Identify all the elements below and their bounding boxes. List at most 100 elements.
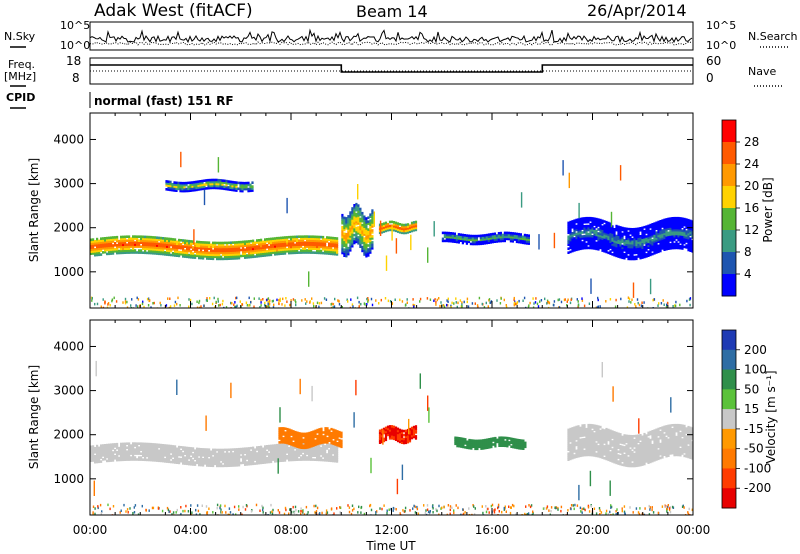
speckle-cell <box>564 298 566 301</box>
echo-cell <box>663 238 666 242</box>
echo-cell <box>489 237 492 240</box>
echo-cell <box>324 451 327 454</box>
echo-cell <box>226 458 229 462</box>
echo-cell <box>621 238 624 242</box>
echo-cell <box>637 233 640 236</box>
echo-cell <box>146 245 149 249</box>
speckle-cell <box>529 301 531 305</box>
y-tick-label: 1000 <box>53 265 84 279</box>
echo-cell <box>209 186 212 190</box>
echo-cell <box>357 214 360 217</box>
echo-cell <box>120 450 123 454</box>
echo-cell <box>238 449 241 453</box>
echo-cell <box>246 242 249 245</box>
echo-cell <box>318 243 321 247</box>
echo-cell <box>176 246 179 250</box>
echo-cell <box>284 441 287 444</box>
echo-cell <box>671 228 674 232</box>
echo-cell <box>262 453 265 456</box>
echo-cell <box>310 450 313 453</box>
echo-cell <box>355 226 358 230</box>
echo-cell <box>476 439 479 443</box>
echo-cell <box>144 456 147 460</box>
echo-cell <box>569 250 572 254</box>
speckle-cell <box>111 299 113 303</box>
speckle-cell <box>169 305 172 308</box>
echo-cell <box>617 247 620 250</box>
echo-cell <box>150 247 153 251</box>
echo-cell <box>635 245 638 249</box>
echo-cell <box>288 247 291 251</box>
echo-cell <box>110 240 113 243</box>
echo-cell <box>657 240 660 244</box>
echo-cell <box>204 458 207 461</box>
echo-cell <box>94 242 97 245</box>
echo-cell <box>655 239 658 242</box>
echo-cell <box>643 225 646 229</box>
echo-cell <box>248 250 251 253</box>
speckle-cell <box>367 298 370 302</box>
echo-cell <box>589 246 592 250</box>
echo-cell <box>134 251 137 254</box>
echo-cell <box>659 237 662 241</box>
echo-cell <box>365 248 368 252</box>
echo-cell <box>363 239 366 242</box>
echo-cell <box>108 240 111 244</box>
echo-cell <box>134 235 137 238</box>
echo-cell <box>174 445 177 448</box>
echo-cell <box>243 183 246 187</box>
echo-cell <box>310 446 313 449</box>
echo-cell <box>128 458 131 461</box>
echo-cell <box>369 247 372 250</box>
echo-cell <box>122 452 125 456</box>
echo-cell <box>569 427 572 431</box>
echo-cell <box>114 236 117 239</box>
echo-cell <box>194 461 197 464</box>
echo-cell <box>278 250 281 254</box>
echo-cell <box>635 241 638 245</box>
speckle-cell <box>258 297 260 300</box>
echo-cell <box>148 444 151 448</box>
echo-cell <box>569 242 572 246</box>
echo-cell <box>312 243 315 246</box>
echo-cell <box>625 237 628 240</box>
echo-cell <box>224 460 227 464</box>
echo-cell <box>365 250 368 254</box>
echo-cell <box>355 208 358 212</box>
echo-cell <box>504 444 507 448</box>
echo-cell <box>330 238 333 242</box>
echo-cell <box>473 236 476 240</box>
echo-cell <box>483 238 486 241</box>
echo-cell <box>353 209 356 213</box>
echo-cell <box>314 452 317 455</box>
echo-cell <box>207 180 210 184</box>
echo-cell <box>320 456 323 460</box>
echo-cell <box>166 454 169 457</box>
echo-cell <box>334 252 337 256</box>
echo-cell <box>457 233 460 236</box>
echo-cell <box>199 185 202 189</box>
echo-cell <box>284 445 287 448</box>
echo-cell <box>110 459 113 462</box>
echo-cell <box>254 255 257 258</box>
echo-cell <box>300 243 303 246</box>
echo-cell <box>206 251 209 254</box>
echo-cell <box>250 239 253 243</box>
echo-cell <box>98 450 101 454</box>
echo-cell <box>361 227 364 231</box>
echo-cell <box>90 246 93 250</box>
echo-cell <box>347 223 350 226</box>
echo-cell <box>184 245 187 248</box>
echo-cell <box>349 219 352 222</box>
speckle-cell <box>481 302 483 306</box>
echo-cell <box>585 242 588 246</box>
echo-cell <box>689 229 692 233</box>
speckle-cell <box>406 301 408 304</box>
echo-cell <box>304 432 307 436</box>
echo-cell <box>501 239 504 243</box>
echo-cell <box>601 227 604 230</box>
echo-cell <box>284 455 287 458</box>
echo-cell <box>306 448 309 451</box>
power-colorbar-label: Power [dB] <box>761 177 775 242</box>
echo-cell <box>653 248 656 251</box>
